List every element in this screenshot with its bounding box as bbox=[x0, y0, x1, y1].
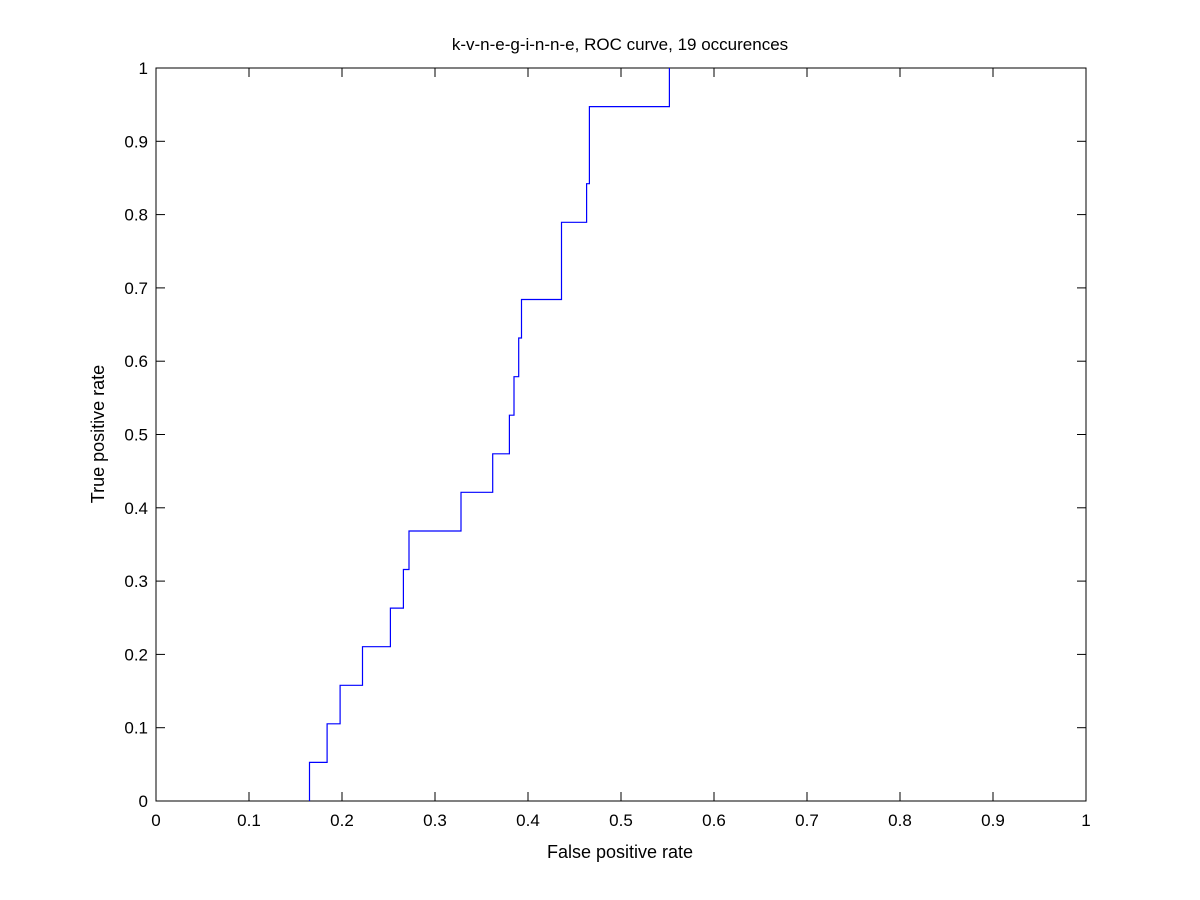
plot-frame bbox=[155, 67, 1087, 802]
x-tick-label: 0.4 bbox=[516, 811, 540, 830]
x-tick-label: 0.9 bbox=[981, 811, 1005, 830]
x-tick-label: 0 bbox=[151, 811, 160, 830]
x-tick-label: 1 bbox=[1081, 811, 1090, 830]
y-tick-label: 0 bbox=[139, 792, 148, 811]
y-tick-label: 0.1 bbox=[124, 719, 148, 738]
y-tick-label: 1 bbox=[139, 59, 148, 78]
y-tick-label: 0.3 bbox=[124, 572, 148, 591]
x-tick-label: 0.1 bbox=[237, 811, 261, 830]
x-tick-label: 0.7 bbox=[795, 811, 819, 830]
y-axis: 0 0.1 0.2 0.3 0.4 0.5 0.6 0.7 0.8 0.9 1 bbox=[124, 59, 1086, 811]
x-axis-label: False positive rate bbox=[547, 842, 693, 862]
x-axis: 0 0.1 0.2 0.3 0.4 0.5 0.6 0.7 0.8 0.9 1 bbox=[151, 68, 1091, 830]
x-tick-label: 0.8 bbox=[888, 811, 912, 830]
roc-curve bbox=[308, 68, 671, 801]
y-tick-label: 0.2 bbox=[124, 645, 148, 664]
x-tick-label: 0.6 bbox=[702, 811, 726, 830]
y-tick-label: 0.7 bbox=[124, 279, 148, 298]
y-tick-label: 0.4 bbox=[124, 499, 148, 518]
y-tick-label: 0.6 bbox=[124, 352, 148, 371]
x-tick-label: 0.2 bbox=[330, 811, 354, 830]
x-tick-label: 0.3 bbox=[423, 811, 447, 830]
x-tick-label: 0.5 bbox=[609, 811, 633, 830]
chart-title: k-v-n-e-g-i-n-n-e, ROC curve, 19 occuren… bbox=[452, 35, 788, 54]
y-tick-label: 0.5 bbox=[124, 426, 148, 445]
y-tick-label: 0.8 bbox=[124, 206, 148, 225]
y-tick-label: 0.9 bbox=[124, 132, 148, 151]
y-axis-label: True positive rate bbox=[88, 365, 108, 503]
plot-area bbox=[155, 67, 1087, 802]
